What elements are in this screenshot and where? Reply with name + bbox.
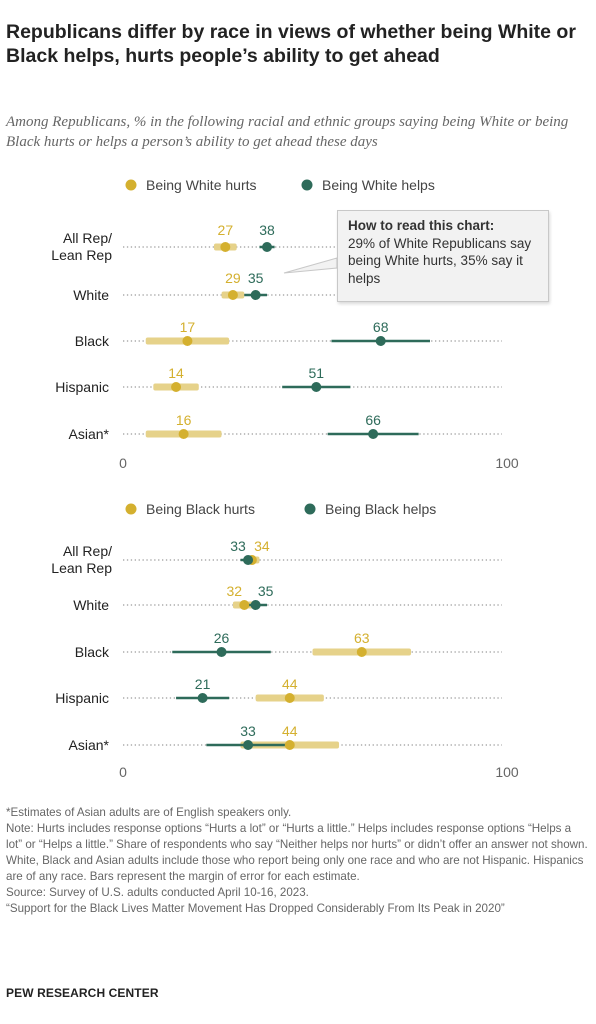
data-point-hurts (356, 647, 367, 657)
value-label-helps: 33 (240, 723, 256, 739)
data-point-helps (250, 290, 261, 300)
category-label: Asian* (69, 426, 110, 442)
data-point-helps (311, 382, 322, 392)
callout-pointer (283, 257, 338, 274)
data-point-helps (375, 336, 386, 346)
value-label-helps: 33 (230, 538, 246, 554)
category-label: Black (75, 644, 110, 660)
axis-tick-label: 0 (119, 455, 127, 471)
category-label: White (73, 287, 109, 303)
category-label: Lean Rep (51, 247, 112, 263)
chart-subtitle: Among Republicans, % in the following ra… (6, 114, 569, 150)
data-point-hurts (182, 336, 193, 346)
value-label-helps: 66 (365, 412, 381, 428)
chart-title: Republicans differ by race in views of w… (6, 21, 576, 67)
legend-marker-helps (304, 503, 316, 515)
footnote-asian: *Estimates of Asian adults are of Englis… (6, 806, 292, 819)
value-label-helps: 21 (195, 676, 211, 692)
value-label-hurts: 44 (282, 676, 298, 692)
legend-label-helps: Being Black helps (325, 501, 436, 517)
data-point-hurts (220, 242, 231, 252)
category-label: Black (75, 333, 110, 349)
legend-label-hurts: Being Black hurts (146, 501, 255, 517)
value-label-helps: 35 (258, 583, 274, 599)
callout-title: How to read this chart: (348, 218, 495, 233)
data-point-hurts (284, 740, 295, 750)
category-label: All Rep/ (63, 543, 112, 559)
value-label-hurts: 29 (225, 270, 241, 286)
category-label: White (73, 597, 109, 613)
callout-body: 29% of White Republicans say being White… (348, 235, 532, 286)
value-label-hurts: 17 (180, 319, 196, 335)
value-label-hurts: 44 (282, 723, 298, 739)
data-point-helps (250, 600, 261, 610)
value-label-helps: 35 (248, 270, 264, 286)
axis-tick-label: 100 (495, 455, 519, 471)
value-label-hurts: 16 (176, 412, 192, 428)
footnote-report: “Support for the Black Lives Matter Move… (6, 902, 505, 915)
value-label-hurts: 63 (354, 630, 370, 646)
axis-tick-label: 0 (119, 764, 127, 780)
category-label: All Rep/ (63, 230, 112, 246)
how-to-read-callout: How to read this chart: 29% of White Rep… (337, 210, 549, 302)
value-label-hurts: 27 (218, 222, 234, 238)
value-label-hurts: 14 (168, 365, 184, 381)
data-point-hurts (171, 382, 182, 392)
legend-marker-hurts (125, 503, 137, 515)
value-label-helps: 51 (309, 365, 325, 381)
category-label: Hispanic (55, 379, 109, 395)
data-point-helps (243, 740, 254, 750)
data-point-helps (368, 429, 379, 439)
dot-range-chart: Being White hurts Being White helps All Re… (51, 177, 519, 780)
value-label-helps: 68 (373, 319, 389, 335)
legend-label-helps: Being White helps (322, 177, 435, 193)
category-label: Asian* (69, 737, 110, 753)
category-label: Lean Rep (51, 560, 112, 576)
data-point-hurts (239, 600, 250, 610)
value-label-hurts: 32 (226, 583, 242, 599)
data-point-hurts (284, 693, 295, 703)
data-point-hurts (178, 429, 189, 439)
footnote-source: Source: Survey of U.S. adults conducted … (6, 886, 309, 899)
legend-marker-hurts (125, 179, 137, 191)
legend-label-hurts: Being White hurts (146, 177, 257, 193)
data-point-helps (262, 242, 273, 252)
footnotes: *Estimates of Asian adults are of Englis… (6, 805, 590, 917)
value-label-helps: 38 (259, 222, 275, 238)
data-point-helps (197, 693, 208, 703)
axis-tick-label: 100 (495, 764, 519, 780)
data-point-hurts (227, 290, 238, 300)
legend-marker-helps (301, 179, 313, 191)
footnote-note: Note: Hurts includes response options “H… (6, 822, 588, 883)
data-point-helps (216, 647, 227, 657)
brand-logo-text: PEW RESEARCH CENTER (6, 986, 159, 1000)
data-point-helps (243, 555, 254, 565)
category-label: Hispanic (55, 690, 109, 706)
value-label-helps: 26 (214, 630, 230, 646)
value-label-hurts: 34 (254, 538, 270, 554)
